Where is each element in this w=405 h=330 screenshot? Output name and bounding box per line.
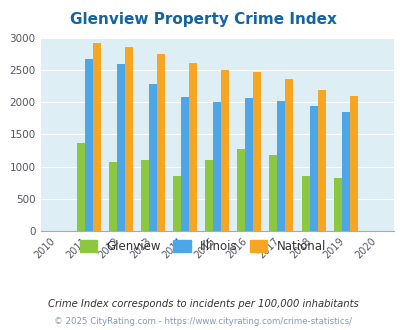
Bar (173, 176, 181, 231)
Bar (341, 112, 349, 231)
Text: © 2025 CityRating.com - https://www.cityrating.com/crime-statistics/: © 2025 CityRating.com - https://www.city… (54, 317, 351, 326)
Bar (317, 90, 325, 231)
Bar (245, 98, 253, 231)
Bar (149, 84, 157, 231)
Bar (157, 54, 164, 231)
Bar (285, 79, 293, 231)
Bar (181, 96, 189, 231)
Bar (213, 102, 221, 231)
Bar (333, 178, 341, 231)
Legend: Glenview, Illinois, National: Glenview, Illinois, National (75, 236, 330, 258)
Bar (85, 58, 93, 231)
Bar (309, 106, 317, 231)
Bar (125, 47, 132, 231)
Bar (269, 155, 277, 231)
Bar (277, 101, 285, 231)
Bar (237, 148, 245, 231)
Bar (221, 70, 229, 231)
Bar (349, 96, 357, 231)
Bar (253, 72, 261, 231)
Text: Crime Index corresponds to incidents per 100,000 inhabitants: Crime Index corresponds to incidents per… (47, 299, 358, 309)
Bar (205, 160, 213, 231)
Bar (189, 63, 197, 231)
Bar (109, 162, 117, 231)
Bar (77, 143, 85, 231)
Bar (93, 43, 100, 231)
Bar (301, 176, 309, 231)
Bar (117, 64, 125, 231)
Bar (141, 160, 149, 231)
Text: Glenview Property Crime Index: Glenview Property Crime Index (69, 12, 336, 26)
